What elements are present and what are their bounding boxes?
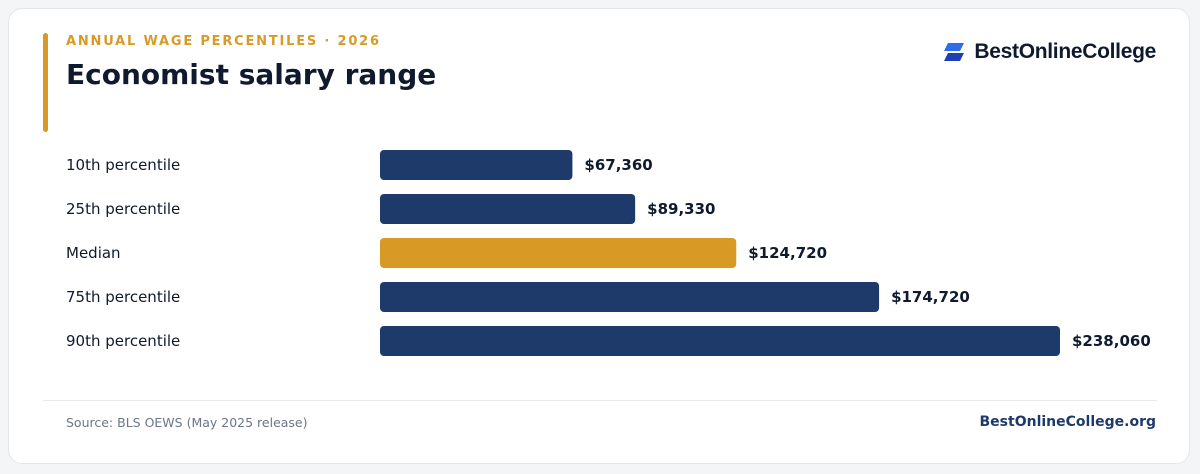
category-label-25th-percentile: 25th percentile bbox=[66, 200, 180, 218]
bar-90th-percentile bbox=[380, 326, 1060, 356]
value-label-25th-percentile: $89,330 bbox=[647, 200, 715, 218]
value-label-median: $124,720 bbox=[748, 244, 827, 262]
bar-25th-percentile bbox=[380, 194, 636, 224]
value-label-10th-percentile: $67,360 bbox=[584, 156, 652, 174]
category-label-75th-percentile: 75th percentile bbox=[66, 288, 180, 306]
footer-divider bbox=[43, 400, 1157, 401]
value-label-75th-percentile: $174,720 bbox=[891, 288, 970, 306]
bar-median bbox=[380, 238, 737, 268]
category-label-median: Median bbox=[66, 244, 121, 262]
brand-logo: BestOnlineCollege bbox=[942, 40, 1156, 64]
chart-title: Economist salary range bbox=[66, 58, 437, 91]
site-link[interactable]: BestOnlineCollege.org bbox=[979, 414, 1156, 430]
bar-75th-percentile bbox=[380, 282, 880, 312]
brand-name: BestOnlineCollege bbox=[974, 40, 1156, 63]
source-note: Source: BLS OEWS (May 2025 release) bbox=[66, 415, 308, 430]
category-label-10th-percentile: 10th percentile bbox=[66, 156, 180, 174]
chart-eyebrow: ANNUAL WAGE PERCENTILES · 2026 bbox=[66, 34, 381, 49]
chart-card bbox=[8, 8, 1190, 464]
bar-10th-percentile bbox=[380, 150, 573, 180]
accent-rule bbox=[43, 33, 48, 132]
brand-logo-icon bbox=[944, 43, 965, 61]
category-label-90th-percentile: 90th percentile bbox=[66, 332, 180, 350]
value-label-90th-percentile: $238,060 bbox=[1072, 332, 1151, 350]
